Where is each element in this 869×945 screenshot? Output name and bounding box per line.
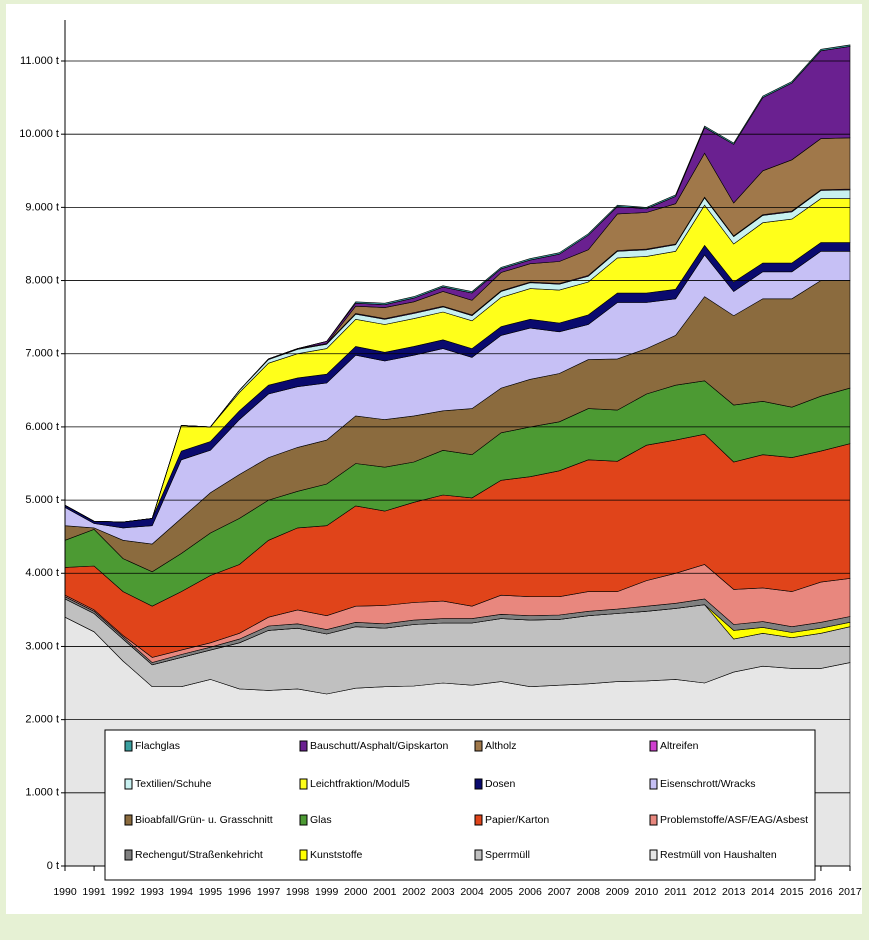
y-tick-label: 3.000 t (25, 640, 59, 652)
x-tick-label: 2005 (489, 886, 513, 898)
legend-swatch (299, 814, 308, 826)
y-tick-label: 1.000 t (25, 787, 59, 799)
y-tick-label: 2.000 t (25, 714, 59, 726)
x-tick-label: 2014 (751, 886, 775, 898)
x-tick-label: 1992 (111, 886, 135, 898)
x-tick-label: 1995 (199, 886, 223, 898)
legend-label: Textilien/Schuhe (135, 778, 212, 790)
x-tick-label: 2006 (519, 886, 543, 898)
area (64, 44, 851, 523)
x-tick-label: 2008 (577, 886, 601, 898)
x-tick-label: 1998 (286, 886, 310, 898)
x-tick-label: 1999 (315, 886, 339, 898)
legend-label: Restmüll von Haushalten (660, 849, 777, 861)
legend-swatch (299, 849, 308, 861)
legend-label: Rechengut/Straßenkehricht (135, 849, 263, 861)
legend-label: Papier/Karton (485, 814, 549, 826)
legend-swatch (299, 778, 308, 790)
x-tick-label: 2010 (635, 886, 659, 898)
legend-label: Kunststoffe (310, 849, 363, 861)
x-tick-label: 1994 (170, 886, 194, 898)
legend-label: Bioabfall/Grün- u. Grasschnitt (135, 814, 273, 826)
legend-label: Dosen (485, 778, 516, 790)
y-tick-label: 6.000 t (25, 421, 59, 433)
x-tick-label: 2000 (344, 886, 368, 898)
x-tick-label: 2002 (402, 886, 426, 898)
legend-label: Altholz (485, 740, 517, 752)
y-tick-label: 11.000 t (20, 55, 59, 67)
legend-swatch (474, 849, 483, 861)
y-tick-label: 4.000 t (25, 567, 59, 579)
legend-swatch (649, 849, 658, 861)
x-tick-label: 2012 (693, 886, 717, 898)
legend-swatch (124, 849, 133, 861)
y-tick-label: 0 t (47, 860, 59, 872)
y-tick-label: 10.000 t (19, 128, 59, 140)
y-tick-label: 9.000 t (25, 201, 59, 213)
y-tick-label: 7.000 t (25, 348, 59, 360)
legend-label: Problemstoffe/ASF/EAG/Asbest (660, 814, 808, 826)
legend-label: Sperrmüll (485, 849, 530, 861)
legend-swatch (649, 740, 658, 752)
x-tick-label: 2003 (431, 886, 455, 898)
x-tick-label: 2013 (722, 886, 746, 898)
legend-swatch (299, 740, 308, 752)
x-tick-label: 2015 (780, 886, 804, 898)
legend-label: Leichtfraktion/Modul5 (310, 778, 410, 790)
y-tick-label: 8.000 t (25, 274, 59, 286)
x-tick-label: 2001 (373, 886, 397, 898)
x-tick-label: 1991 (82, 886, 106, 898)
x-tick-label: 2016 (809, 886, 833, 898)
legend-swatch (124, 740, 133, 752)
legend-box (104, 729, 816, 881)
legend-label: Eisenschrott/Wracks (660, 778, 756, 790)
x-tick-label: 1993 (141, 886, 165, 898)
x-tick-label: 1990 (53, 886, 77, 898)
legend-swatch (649, 778, 658, 790)
legend-swatch (474, 814, 483, 826)
legend-swatch (474, 778, 483, 790)
x-tick-label: 2011 (664, 886, 687, 898)
legend-label: Bauschutt/Asphalt/Gipskarton (310, 740, 448, 752)
legend-swatch (474, 740, 483, 752)
legend-label: Glas (310, 814, 332, 826)
x-tick-label: 1997 (257, 886, 281, 898)
x-tick-label: 1996 (228, 886, 252, 898)
legend-label: Altreifen (660, 740, 699, 752)
legend-swatch (124, 814, 133, 826)
x-tick-label: 2009 (606, 886, 630, 898)
x-tick-label: 2017 (838, 886, 862, 898)
legend-label: Flachglas (135, 740, 180, 752)
x-tick-label: 2007 (548, 886, 572, 898)
legend-swatch (649, 814, 658, 826)
x-tick-label: 2004 (460, 886, 484, 898)
y-tick-label: 5.000 t (25, 494, 59, 506)
legend-swatch (124, 778, 133, 790)
